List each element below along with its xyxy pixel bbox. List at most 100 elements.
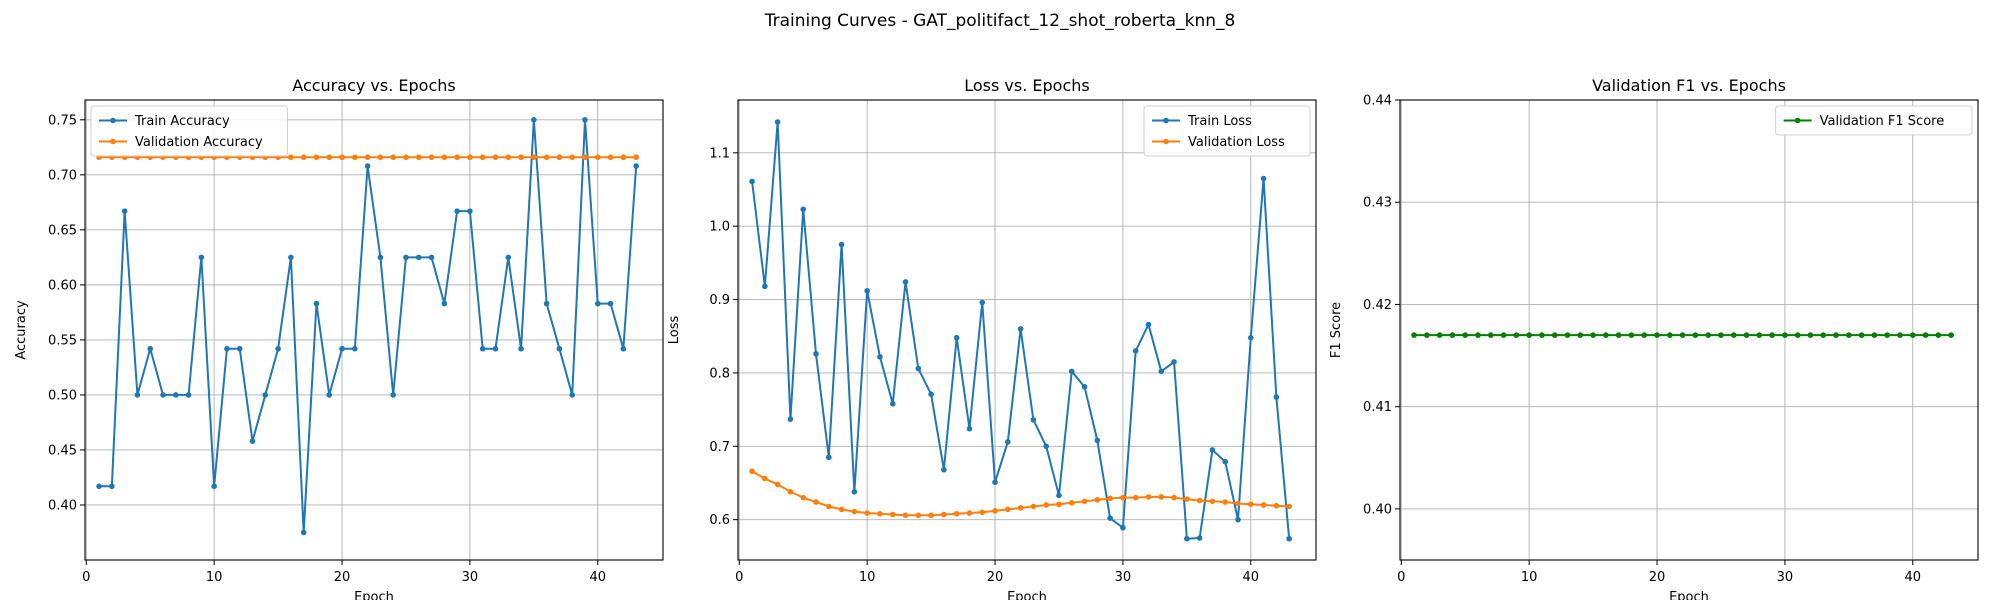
data-point [147,345,154,352]
y-axis-label: Accuracy [14,300,29,360]
data-point [1807,332,1814,338]
data-point [902,279,909,285]
data-point [838,241,845,248]
data-point [594,300,601,307]
x-tick-label: 40 [1243,570,1260,585]
data-point [160,392,166,398]
data-point [96,483,102,490]
data-point [326,154,333,161]
x-tick-label: 20 [1649,570,1666,585]
data-point [749,178,755,185]
data-point [1577,332,1584,338]
data-point [1273,502,1280,509]
data-point [1043,443,1049,450]
legend-label: Validation Loss [1188,135,1285,150]
chart-panel: 0 10 20 30 40 0.40 0.45 0.50 0.55 0.60 0.65 0.70 0.7… [14,76,664,600]
data-point [556,154,563,161]
data-point [556,345,563,352]
data-point [1487,332,1494,338]
y-tick-label: 0.75 [48,113,77,128]
data-point [109,483,115,490]
data-point [1884,332,1891,338]
data-point [941,511,947,518]
data-point [787,416,794,422]
data-point [505,254,512,261]
data-point [1094,497,1101,503]
data-point [1030,503,1037,510]
data-point [403,154,409,161]
y-tick-label: 0.6 [709,513,730,528]
data-point [928,391,934,397]
y-tick-label: 0.45 [48,443,77,458]
data-point [1679,332,1686,338]
data-point [1590,332,1596,338]
data-point [185,392,192,398]
data-point [877,510,883,517]
data-point [415,254,422,261]
data-point [1475,332,1481,338]
data-point [1935,332,1942,338]
data-point [1260,502,1267,508]
plot-area [85,100,663,560]
data-point [249,438,256,444]
data-point [762,283,768,290]
data-point [339,345,345,352]
data-point [1846,332,1852,338]
data-point [300,154,307,161]
data-point [492,345,499,352]
data-point [864,510,870,516]
data-point [1730,332,1737,338]
data-point [1145,494,1152,500]
data-point [1628,332,1635,338]
legend-box [1775,105,1973,136]
data-point [569,392,576,398]
data-point [1068,368,1075,375]
data-point [134,392,141,398]
data-point [569,154,576,161]
data-point [1081,498,1088,505]
data-point [1513,332,1520,338]
data-point [390,392,396,398]
data-point [377,254,384,261]
y-tick-label: 0.41 [1363,400,1392,415]
data-point [1247,501,1254,508]
y-tick-label: 1.0 [709,220,730,235]
data-point [479,345,486,352]
data-point [1068,499,1075,506]
x-tick-label: 30 [1777,570,1794,585]
charts-container: 0 10 20 30 400.400.450.500.550.600.650.700.7… [14,76,1979,600]
data-point [1667,332,1673,338]
x-axis-label: Epoch [1007,590,1047,600]
data-point [1654,332,1660,338]
data-point [1449,332,1456,338]
x-axis-label: Epoch [354,590,394,600]
data-point [428,154,435,161]
data-point [543,154,550,161]
data-point [1056,501,1062,508]
y-tick-label: 0.50 [48,388,77,403]
x-tick-label: 0 [1397,570,1405,585]
data-point [224,345,230,352]
y-tick-label: 0.40 [1363,502,1392,517]
data-point [1081,384,1088,390]
data-point [441,154,448,161]
y-tick-label: 0.65 [48,223,77,238]
y-tick-label: 0.60 [48,278,77,293]
data-point [1705,332,1711,338]
data-point [518,345,524,352]
data-point [1171,359,1177,365]
x-tick-label: 20 [987,570,1004,585]
data-point [992,479,998,486]
data-point [582,154,588,161]
data-point [211,483,217,490]
chart-title: Accuracy vs. Epochs [292,76,455,95]
data-point [889,400,896,407]
data-point [1756,332,1763,338]
data-point [428,254,435,261]
data-point [1017,505,1024,511]
data-point [198,254,205,261]
data-point [800,206,807,213]
data-point [479,154,486,161]
data-point [1718,332,1724,338]
data-point [1222,458,1229,465]
